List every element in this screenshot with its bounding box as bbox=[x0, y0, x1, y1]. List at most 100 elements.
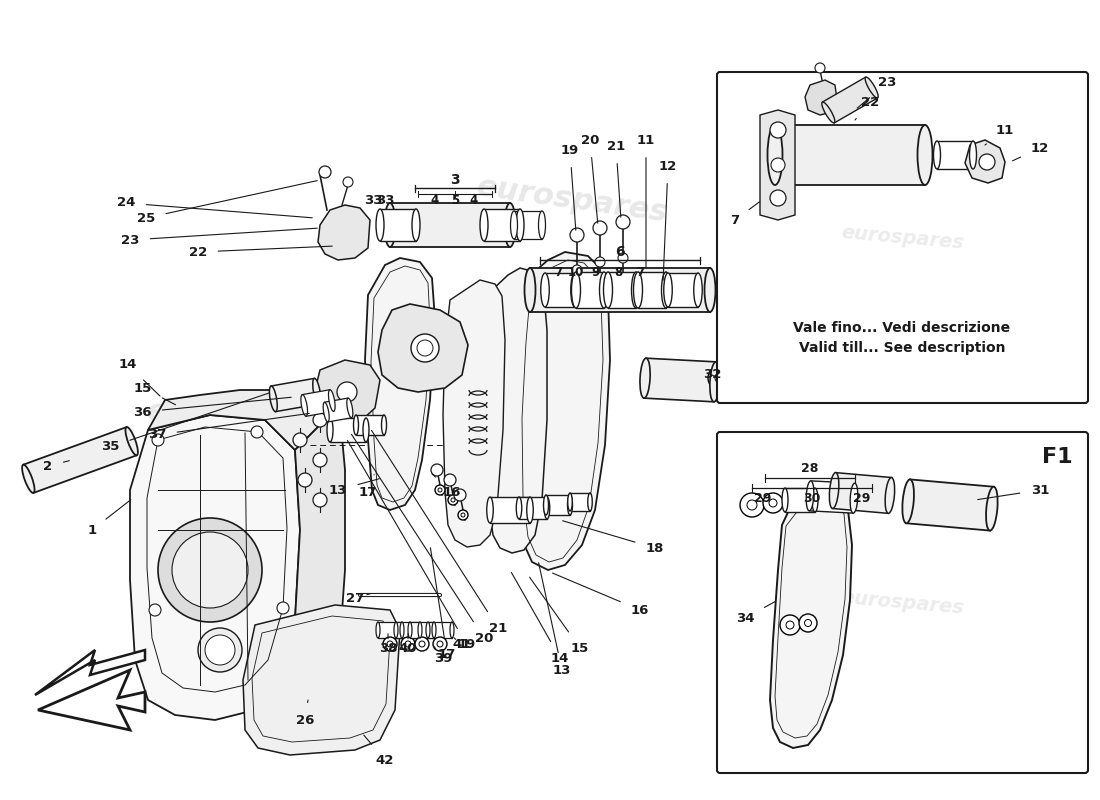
Circle shape bbox=[454, 489, 466, 501]
Circle shape bbox=[570, 228, 584, 242]
Text: 30: 30 bbox=[803, 491, 821, 505]
Circle shape bbox=[298, 473, 312, 487]
Circle shape bbox=[314, 413, 327, 427]
Text: 33: 33 bbox=[376, 194, 394, 206]
Ellipse shape bbox=[408, 622, 412, 638]
Ellipse shape bbox=[376, 209, 384, 241]
Circle shape bbox=[799, 614, 817, 632]
Text: 40: 40 bbox=[398, 634, 417, 654]
Circle shape bbox=[405, 641, 411, 647]
Text: 18: 18 bbox=[563, 521, 664, 554]
Circle shape bbox=[411, 334, 439, 362]
Ellipse shape bbox=[385, 203, 396, 247]
Circle shape bbox=[444, 474, 456, 486]
FancyBboxPatch shape bbox=[717, 72, 1088, 403]
Polygon shape bbox=[295, 415, 345, 680]
Ellipse shape bbox=[426, 622, 430, 638]
Text: 28: 28 bbox=[801, 462, 818, 474]
Circle shape bbox=[383, 637, 397, 651]
Ellipse shape bbox=[812, 488, 818, 512]
Ellipse shape bbox=[480, 209, 488, 241]
Circle shape bbox=[593, 221, 607, 235]
FancyBboxPatch shape bbox=[570, 493, 590, 511]
FancyBboxPatch shape bbox=[833, 473, 891, 514]
Ellipse shape bbox=[312, 378, 320, 404]
FancyBboxPatch shape bbox=[530, 268, 710, 312]
FancyBboxPatch shape bbox=[390, 203, 510, 247]
FancyBboxPatch shape bbox=[668, 273, 698, 307]
Text: 42: 42 bbox=[364, 735, 394, 766]
Polygon shape bbox=[770, 493, 853, 748]
Text: 4: 4 bbox=[470, 194, 478, 207]
Ellipse shape bbox=[541, 273, 549, 307]
Text: 32: 32 bbox=[703, 369, 722, 382]
Text: 11: 11 bbox=[984, 123, 1014, 145]
FancyBboxPatch shape bbox=[428, 622, 452, 638]
FancyBboxPatch shape bbox=[906, 479, 993, 530]
Circle shape bbox=[780, 615, 800, 635]
Text: 10: 10 bbox=[568, 266, 584, 279]
Text: 22: 22 bbox=[189, 246, 332, 258]
FancyBboxPatch shape bbox=[514, 211, 542, 239]
Ellipse shape bbox=[782, 488, 788, 512]
Circle shape bbox=[314, 493, 327, 507]
Circle shape bbox=[415, 637, 429, 651]
Text: 34: 34 bbox=[736, 602, 776, 625]
Text: 36: 36 bbox=[133, 398, 292, 418]
Text: 14: 14 bbox=[512, 573, 569, 665]
Ellipse shape bbox=[568, 493, 572, 511]
FancyBboxPatch shape bbox=[378, 622, 402, 638]
Circle shape bbox=[205, 635, 235, 665]
Text: 1: 1 bbox=[87, 500, 131, 537]
Ellipse shape bbox=[394, 622, 398, 638]
FancyBboxPatch shape bbox=[519, 497, 547, 519]
FancyBboxPatch shape bbox=[546, 495, 570, 515]
FancyBboxPatch shape bbox=[330, 418, 366, 442]
Text: 21: 21 bbox=[607, 139, 625, 218]
Circle shape bbox=[572, 265, 582, 275]
Ellipse shape bbox=[704, 268, 715, 312]
Circle shape bbox=[158, 518, 262, 622]
Ellipse shape bbox=[640, 358, 650, 398]
Circle shape bbox=[172, 532, 248, 608]
Ellipse shape bbox=[631, 272, 640, 308]
Ellipse shape bbox=[353, 415, 359, 435]
Ellipse shape bbox=[571, 273, 580, 307]
Circle shape bbox=[595, 257, 605, 267]
Circle shape bbox=[277, 602, 289, 614]
Text: 41: 41 bbox=[453, 638, 471, 651]
FancyBboxPatch shape bbox=[576, 272, 604, 308]
Ellipse shape bbox=[902, 479, 914, 523]
Circle shape bbox=[337, 382, 358, 402]
Ellipse shape bbox=[270, 386, 277, 412]
Text: 37: 37 bbox=[147, 414, 309, 442]
Ellipse shape bbox=[22, 465, 34, 493]
Ellipse shape bbox=[572, 272, 581, 308]
FancyBboxPatch shape bbox=[638, 272, 666, 308]
FancyBboxPatch shape bbox=[356, 415, 384, 435]
Polygon shape bbox=[318, 205, 370, 260]
Circle shape bbox=[419, 641, 425, 647]
Text: 26: 26 bbox=[296, 700, 315, 726]
Ellipse shape bbox=[327, 418, 333, 442]
Circle shape bbox=[804, 619, 812, 626]
Ellipse shape bbox=[768, 125, 782, 185]
Ellipse shape bbox=[822, 102, 835, 123]
Circle shape bbox=[451, 498, 455, 502]
Text: 29: 29 bbox=[755, 491, 772, 505]
Circle shape bbox=[152, 434, 164, 446]
Ellipse shape bbox=[587, 493, 592, 511]
Text: 19: 19 bbox=[561, 143, 579, 230]
Circle shape bbox=[431, 464, 443, 476]
Ellipse shape bbox=[376, 622, 380, 638]
Text: 14: 14 bbox=[119, 358, 160, 396]
Text: 9: 9 bbox=[592, 266, 601, 279]
FancyBboxPatch shape bbox=[776, 125, 925, 185]
Text: 35: 35 bbox=[101, 393, 270, 454]
FancyBboxPatch shape bbox=[810, 481, 855, 513]
Circle shape bbox=[433, 637, 447, 651]
Circle shape bbox=[771, 158, 785, 172]
Ellipse shape bbox=[829, 473, 839, 509]
Polygon shape bbox=[35, 650, 145, 695]
Circle shape bbox=[198, 628, 242, 672]
